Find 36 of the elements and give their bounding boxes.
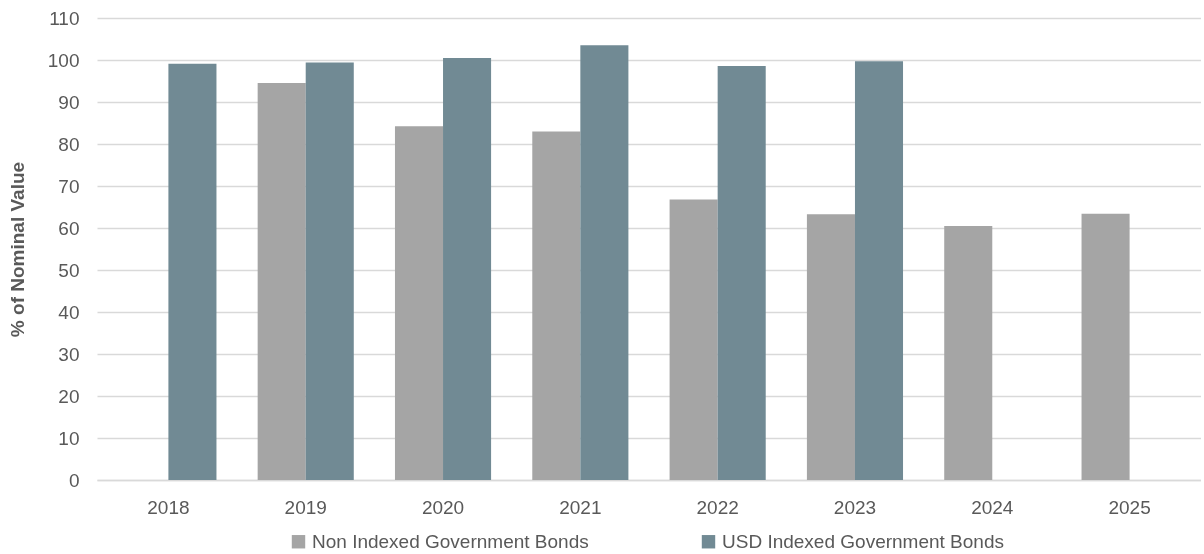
y-tick-label: 110 [49,7,80,29]
y-tick-label: 70 [58,175,80,197]
x-tick-label: 2021 [559,496,602,518]
bar [944,225,993,480]
bar [168,63,217,480]
bar [257,83,306,480]
x-tick-label: 2022 [696,496,739,518]
legend-label: Non Indexed Government Bonds [312,530,589,552]
legend-label: USD Indexed Government Bonds [722,530,1004,552]
x-tick-label: 2025 [1108,496,1151,518]
x-tick-label: 2020 [421,496,465,518]
y-tick-label: 30 [58,343,80,365]
bar [806,214,855,480]
bar [580,45,629,480]
x-tick-label: 2019 [284,496,327,518]
bar [717,65,766,480]
bar [669,199,718,480]
bar [854,61,904,480]
y-tick-label: 60 [58,217,80,239]
bar [394,126,444,480]
x-tick-label: 2018 [147,496,190,518]
y-axis-title: % of Nominal Value [6,161,28,338]
bar [305,62,354,480]
y-tick-label: 20 [58,385,80,407]
x-tick-label: 2024 [971,496,1014,518]
y-tick-label: 50 [58,259,80,281]
y-tick-label: 10 [58,427,80,449]
y-tick-label: 100 [47,49,80,71]
bar [1081,213,1130,480]
bar [532,131,581,480]
y-tick-label: 80 [58,133,80,155]
y-tick-label: 90 [58,91,80,113]
bar [443,57,492,480]
x-tick-label: 2023 [833,496,877,518]
y-tick-label: 0 [68,469,80,491]
y-tick-label: 40 [58,301,80,323]
